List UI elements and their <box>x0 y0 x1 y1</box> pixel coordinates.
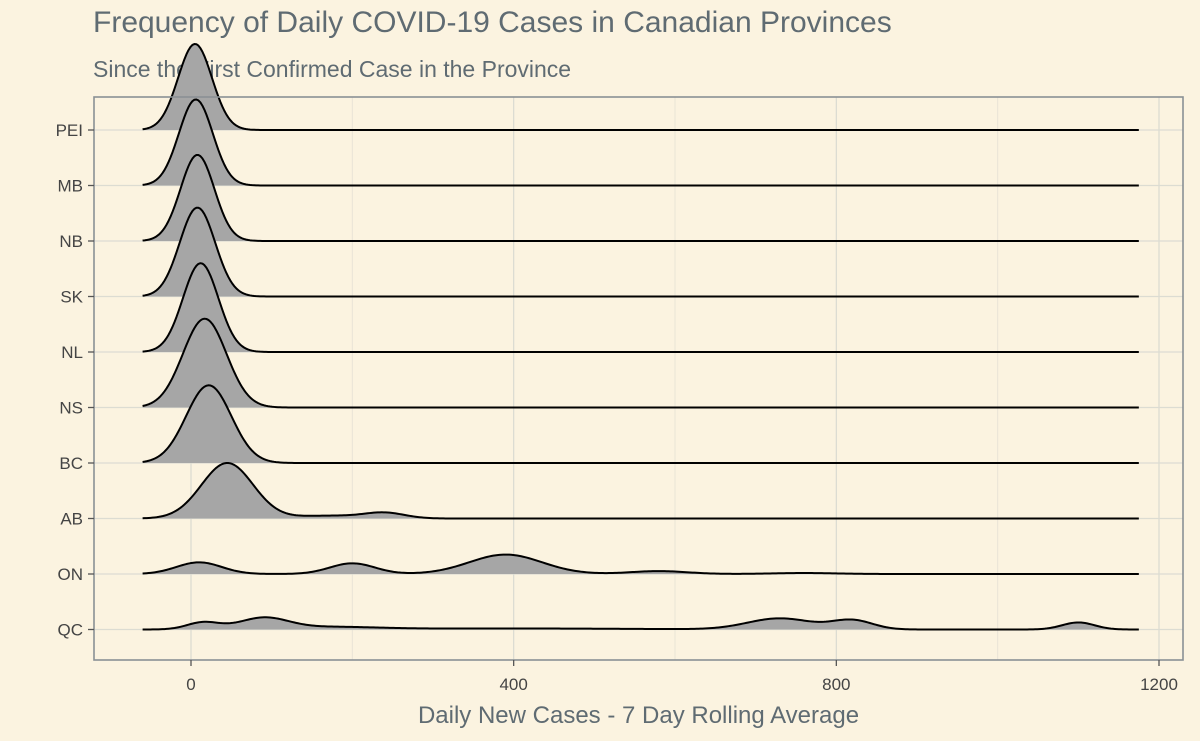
ridge-line-bc <box>142 384 1139 464</box>
x-axis-title: Daily New Cases - 7 Day Rolling Average <box>418 702 859 729</box>
chart-subtitle: Since the First Confirmed Case in the Pr… <box>93 56 572 82</box>
chart-title: Frequency of Daily COVID-19 Cases in Can… <box>93 6 892 39</box>
ridge-line-ab <box>142 462 1139 520</box>
y-tick-label-pei: PEI <box>56 121 83 140</box>
axes: QC ON AB BC NS NL SK NB MB PEI 0 400 800 1200 <box>56 121 1178 694</box>
ridge-bc <box>142 384 1139 464</box>
ridge-fill-bc <box>142 385 1139 463</box>
grid-lines <box>94 97 1183 660</box>
ridge-line-nl <box>142 262 1139 353</box>
ridge-fill-pei <box>142 43 1139 130</box>
ridge-pei <box>142 42 1139 131</box>
y-tick-label-qc: QC <box>58 621 84 640</box>
ridge-sk <box>142 206 1139 298</box>
ridge-ns <box>142 317 1139 409</box>
ridge-fill-qc <box>142 617 1139 630</box>
ridge-qc <box>142 616 1139 631</box>
ridge-line-pei <box>142 42 1139 131</box>
x-tick-label: 0 <box>186 675 195 694</box>
y-tick-label-nl: NL <box>61 343 83 362</box>
ridge-on <box>142 553 1139 575</box>
ridge-nl <box>142 262 1139 353</box>
y-tick-label-ab: AB <box>60 510 83 529</box>
ridge-fill-nl <box>142 263 1139 352</box>
x-tick-label: 1200 <box>1140 675 1178 694</box>
ridge-fill-mb <box>142 99 1139 186</box>
ridge-line-nb <box>142 153 1139 242</box>
y-tick-label-mb: MB <box>58 177 84 196</box>
ridge-line-on <box>142 553 1139 575</box>
y-tick-label-bc: BC <box>59 454 83 473</box>
ridge-ab <box>142 462 1139 520</box>
ridge-line-sk <box>142 206 1139 298</box>
ridge-line-mb <box>142 98 1139 187</box>
y-tick-label-sk: SK <box>60 288 83 307</box>
ridge-mb <box>142 98 1139 187</box>
ridge-line-ns <box>142 317 1139 409</box>
ridge-fill-nb <box>142 154 1139 241</box>
ridge-fill-sk <box>142 207 1139 297</box>
ridge-nb <box>142 153 1139 242</box>
ridgelines <box>142 42 1139 631</box>
y-tick-label-ns: NS <box>59 399 83 418</box>
ridge-line-qc <box>142 616 1139 631</box>
y-tick-label-on: ON <box>58 565 84 584</box>
x-tick-label: 800 <box>822 675 850 694</box>
ridge-fill-ab <box>142 463 1139 519</box>
x-tick-label: 400 <box>499 675 527 694</box>
panel-border <box>93 96 1184 661</box>
ridge-fill-ns <box>142 318 1139 408</box>
y-tick-label-nb: NB <box>59 232 83 251</box>
